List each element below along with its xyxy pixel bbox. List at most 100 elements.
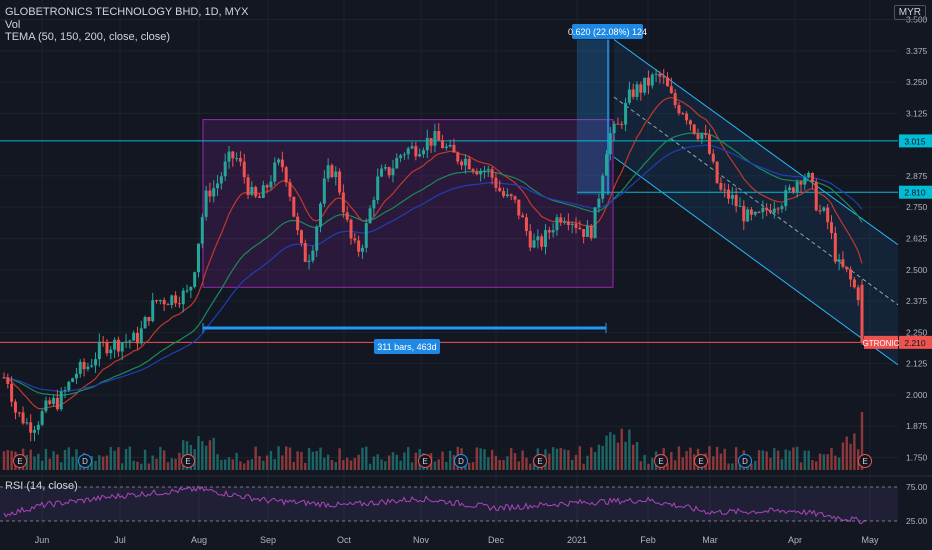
volume-bar xyxy=(162,450,166,470)
volume-bar xyxy=(551,447,555,470)
volume-bar xyxy=(593,452,597,470)
volume-bar xyxy=(235,452,238,470)
candle-body xyxy=(349,219,353,239)
volume-bar xyxy=(792,447,795,470)
vol-legend[interactable]: Vol xyxy=(5,19,21,31)
volume-bar xyxy=(117,447,120,470)
rsi-line xyxy=(3,485,867,525)
price-scale-bg xyxy=(898,0,932,550)
event-label: E xyxy=(537,457,542,466)
volume-bar xyxy=(151,455,154,470)
time-label: Apr xyxy=(788,535,802,545)
volume-bar xyxy=(815,461,818,470)
rsi-legend[interactable]: RSI (14, close) xyxy=(5,480,78,492)
candle-body xyxy=(475,171,479,175)
candle-body xyxy=(784,190,788,207)
volume-bar xyxy=(597,444,601,470)
candle-body xyxy=(63,390,67,392)
event-circle xyxy=(454,454,468,468)
volume-bar xyxy=(2,451,6,470)
event-label: D xyxy=(742,457,748,466)
candle-body xyxy=(311,250,315,261)
candle-body xyxy=(124,341,128,343)
volume-bar xyxy=(113,450,116,470)
volume-bar xyxy=(67,447,71,470)
candle-body xyxy=(555,217,559,231)
candle-body xyxy=(158,300,162,302)
volume-bar xyxy=(616,442,620,470)
volume-bar xyxy=(288,447,292,470)
candle-body xyxy=(849,269,853,280)
volume-bar xyxy=(29,449,32,470)
candle-body xyxy=(746,209,750,222)
volume-bar xyxy=(719,453,723,470)
candle-body xyxy=(399,155,403,158)
volume-bar xyxy=(262,460,265,470)
volume-bar xyxy=(63,449,67,470)
volume-bar xyxy=(487,457,490,470)
candle-body xyxy=(643,77,647,93)
candle-body xyxy=(174,295,178,304)
volume-bar xyxy=(727,463,730,470)
candle-body xyxy=(273,162,277,182)
candle-body xyxy=(776,208,780,210)
rsi-tick-75: 75.00 xyxy=(906,482,928,492)
candle-body xyxy=(44,400,48,412)
volume-bar xyxy=(407,447,410,470)
candle-body xyxy=(143,316,147,329)
candle-body xyxy=(448,144,452,147)
price-scale: 3.5003.3753.2503.1252.8752.7502.6252.500… xyxy=(898,0,932,550)
measure-box xyxy=(577,39,610,195)
candle-body xyxy=(101,341,105,343)
price-tick: 2.875 xyxy=(906,171,928,181)
candle-body xyxy=(40,411,44,425)
candle-body xyxy=(566,221,570,225)
volume-bar xyxy=(822,454,826,470)
candle-body xyxy=(59,391,63,410)
time-label: Nov xyxy=(413,535,430,545)
event-circle xyxy=(533,454,547,468)
event-circle xyxy=(78,454,92,468)
candle-body xyxy=(768,210,772,213)
candle-body xyxy=(845,266,849,270)
candle-body xyxy=(235,158,239,160)
candle-body xyxy=(624,102,628,125)
currency-badge[interactable]: MYR xyxy=(893,5,926,20)
volume-bar xyxy=(605,435,608,470)
volume-bar xyxy=(555,448,559,470)
volume-bar xyxy=(33,456,36,470)
volume-bar xyxy=(860,412,864,470)
candle-body xyxy=(707,134,711,154)
candle-body xyxy=(711,153,715,162)
event-circle xyxy=(694,454,708,468)
candle-body xyxy=(196,243,200,273)
volume-bar xyxy=(353,458,357,470)
volume-bar xyxy=(201,441,204,470)
time-label: Dec xyxy=(488,535,505,545)
candle-body xyxy=(829,222,833,234)
candle-body xyxy=(788,187,792,191)
volume-bar xyxy=(509,448,513,470)
volume-bar xyxy=(357,454,360,470)
candle-body xyxy=(212,188,216,197)
event-label: E xyxy=(862,457,867,466)
tema-legend[interactable]: TEMA (50, 150, 200, close, close) xyxy=(5,31,171,43)
volume-bar xyxy=(109,447,112,470)
candle-body xyxy=(246,177,250,195)
candle-body xyxy=(265,185,269,188)
candle-body xyxy=(509,194,513,197)
candle-body xyxy=(135,332,139,344)
candle-body xyxy=(429,138,433,146)
symbol-legend[interactable]: GLOBETRONICS TECHNOLOGY BHD, 1D, MYX xyxy=(5,6,249,18)
volume-bar xyxy=(349,460,353,470)
volume-bar xyxy=(769,457,772,470)
volume-bar xyxy=(52,451,55,470)
event-label: D xyxy=(458,457,464,466)
time-label: Jun xyxy=(35,535,50,545)
volume-bar xyxy=(506,456,509,470)
volume-bar xyxy=(666,463,669,470)
volume-bar xyxy=(56,454,59,470)
candle-body xyxy=(410,146,414,149)
measure-up-label-text: 0.620 (22.08%) 124 xyxy=(568,27,647,37)
